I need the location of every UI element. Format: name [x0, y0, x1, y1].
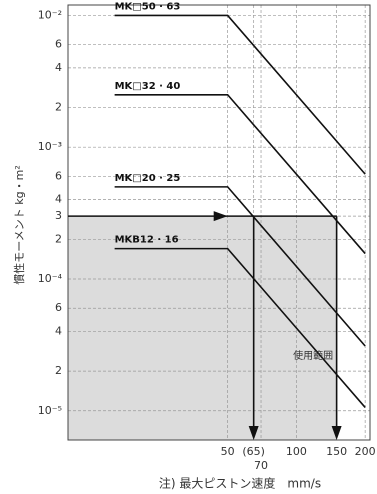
arrow-head — [248, 426, 259, 440]
x-tick-label: 150 — [326, 445, 347, 458]
series-line — [114, 247, 366, 408]
y-tick-label: 10⁻³ — [38, 140, 62, 153]
y-tick-label: 2 — [55, 364, 62, 377]
series-label: MKB12 · 16 — [115, 235, 179, 246]
y-tick-label: 3 — [55, 209, 62, 222]
y-tick-label: 4 — [55, 324, 62, 337]
x-tick-label: 100 — [286, 445, 307, 458]
arrow-head — [331, 426, 342, 440]
y-tick-label: 2 — [55, 232, 62, 245]
y-tick-label: 2 — [55, 101, 62, 114]
y-tick-label: 10⁻⁵ — [38, 404, 62, 417]
x-tick-label: 50 — [221, 445, 235, 458]
series-label: MK□20 · 25 — [115, 173, 181, 184]
y-tick-label: 10⁻⁴ — [38, 272, 63, 285]
range-label: 使用範囲 — [293, 349, 333, 362]
y-tick-label: 4 — [55, 61, 62, 74]
x-axis-label: 注) 最大ピストン速度 mm/s — [159, 476, 321, 491]
y-tick-label: 6 — [55, 169, 62, 182]
operating-range — [68, 216, 337, 440]
y-axis-label: 慣性モーメント kg・m² — [12, 165, 26, 285]
series-line — [114, 93, 366, 255]
y-tick-label: 4 — [55, 193, 62, 206]
x-tick-label: 70 — [254, 459, 268, 472]
series-label: MK□50 · 63 — [115, 1, 181, 12]
series-label: MK□32 · 40 — [115, 81, 181, 92]
series-line — [114, 186, 366, 347]
plot-frame — [67, 4, 371, 441]
x-tick-label: (65) — [242, 445, 265, 458]
arrow-head — [213, 211, 228, 222]
series-line — [114, 14, 366, 175]
y-tick-label: 10⁻² — [38, 8, 62, 21]
y-tick-label: 6 — [55, 301, 62, 314]
y-tick-label: 6 — [55, 38, 62, 51]
x-tick-label: 200 — [355, 445, 376, 458]
